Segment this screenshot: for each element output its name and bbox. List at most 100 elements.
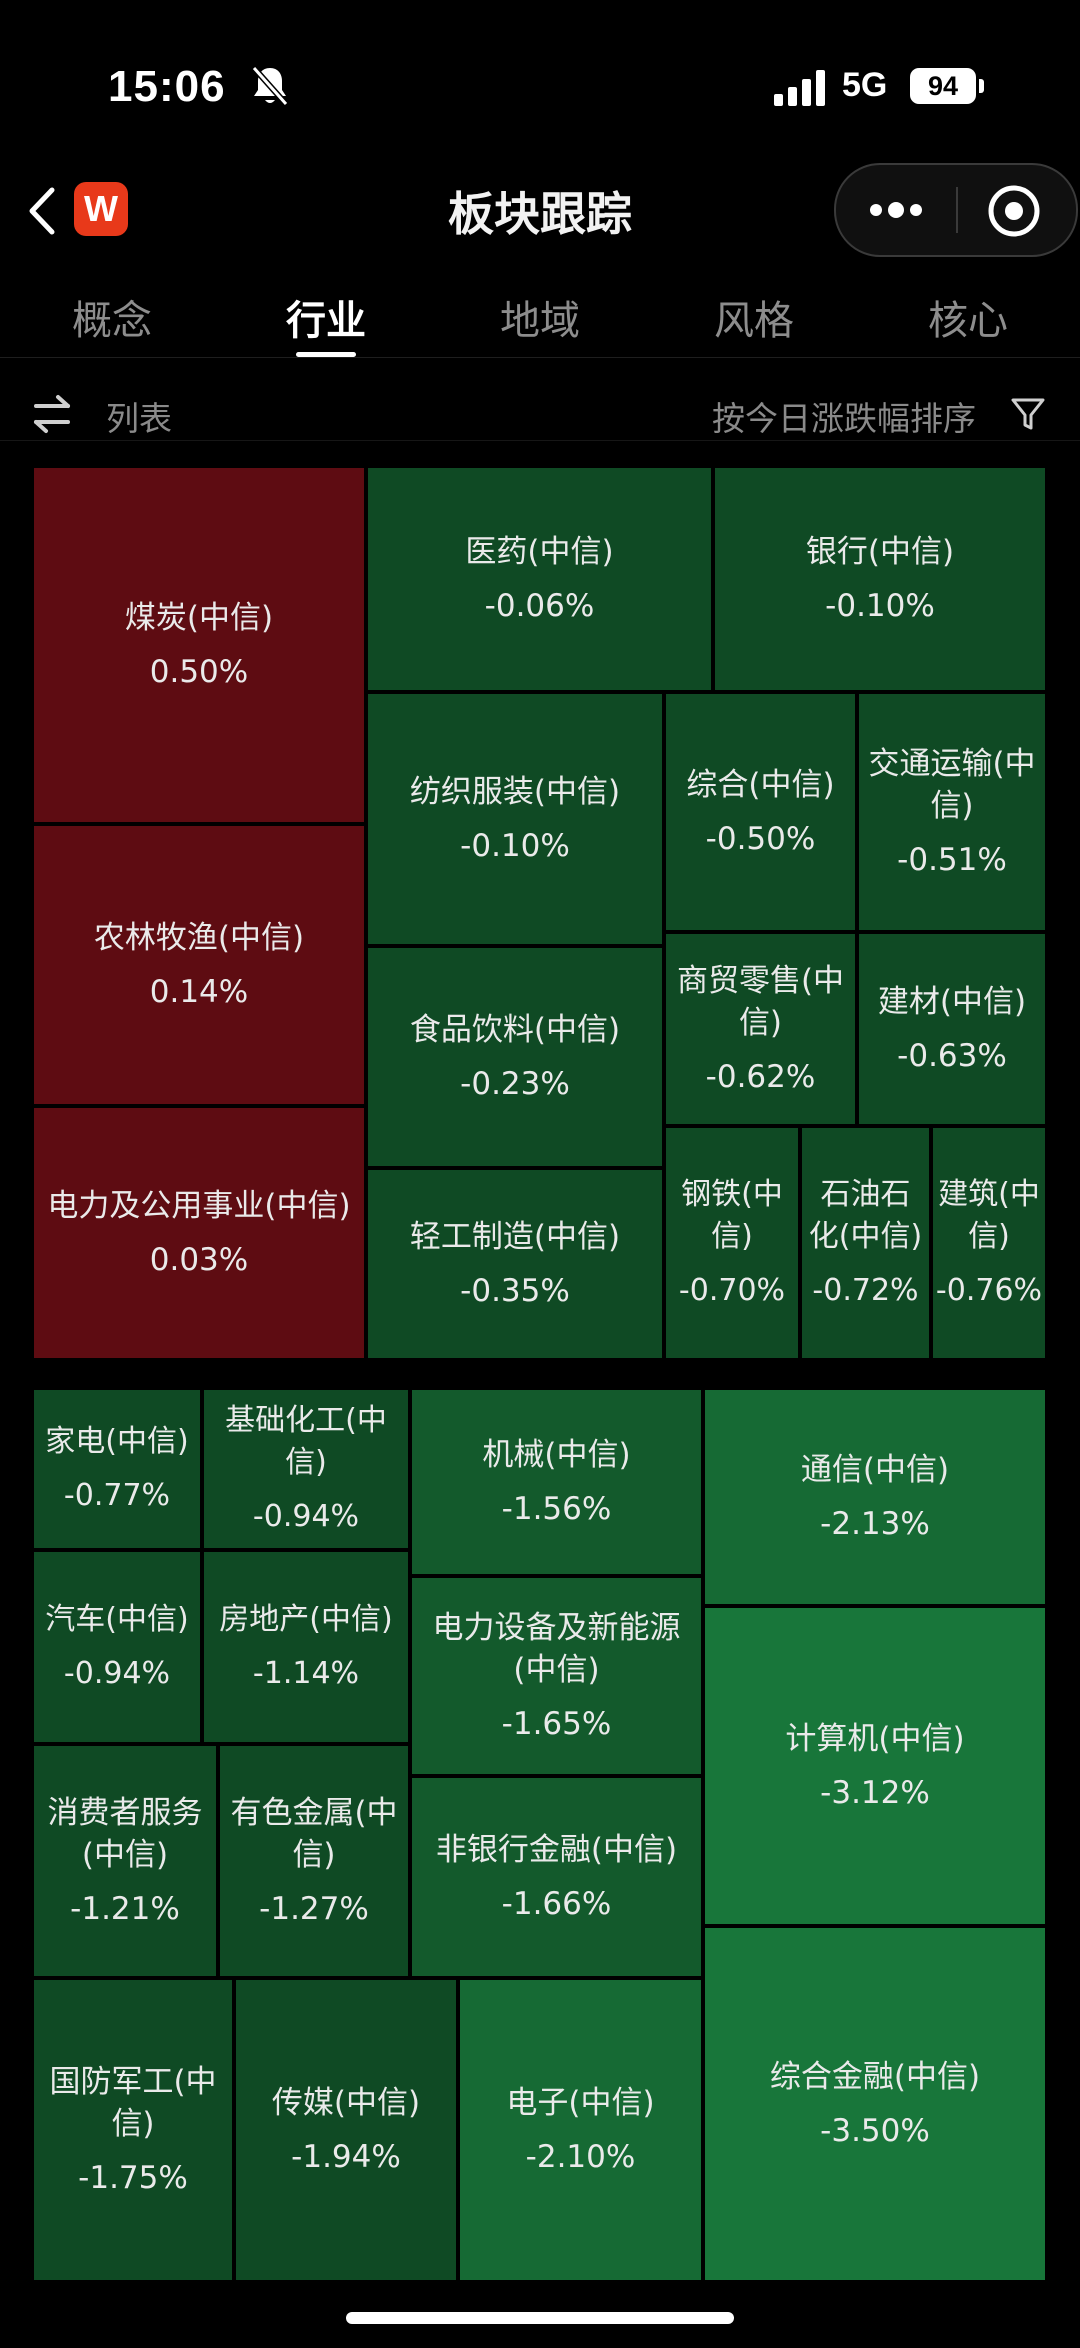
back-arrow-icon[interactable] <box>22 184 62 238</box>
sector-name: 家电(中信) <box>45 1424 189 1459</box>
sector-name: 纺织服装(中信) <box>409 774 621 810</box>
sector-tile[interactable]: 银行(中信) -0.10% <box>713 466 1047 692</box>
sector-tile[interactable]: 石油石化(中信) -0.72% <box>800 1126 931 1360</box>
sector-name: 有色金属(中信) <box>230 1795 398 1873</box>
sector-tile[interactable]: 基础化工(中信) -0.94% <box>202 1388 410 1550</box>
sector-tile[interactable]: 建筑(中信) -0.76% <box>931 1126 1047 1360</box>
sector-name: 轻工制造(中信) <box>409 1219 621 1255</box>
sector-tile[interactable]: 消费者服务(中信) -1.21% <box>32 1744 218 1978</box>
sector-change: -0.06% <box>484 588 595 624</box>
tab-concept[interactable]: 概念 <box>72 298 152 344</box>
sector-name: 房地产(中信) <box>219 1602 393 1637</box>
battery-tip <box>979 79 984 93</box>
sector-tile[interactable]: 房地产(中信) -1.14% <box>202 1550 410 1744</box>
sector-tile[interactable]: 非银行金融(中信) -1.66% <box>410 1776 703 1978</box>
sector-name: 交通运输(中信) <box>868 746 1036 824</box>
sector-name: 汽车(中信) <box>45 1602 189 1637</box>
sector-name: 建材(中信) <box>877 984 1027 1020</box>
sector-change: -0.50% <box>705 821 816 857</box>
sector-name: 医药(中信) <box>465 534 614 570</box>
sector-change: -1.21% <box>70 1891 180 1927</box>
toolbar-divider <box>0 440 1080 441</box>
sector-tile[interactable]: 农林牧渔(中信) 0.14% <box>32 824 366 1106</box>
tab-style[interactable]: 风格 <box>714 298 794 344</box>
sector-tile[interactable]: 煤炭(中信) 0.50% <box>32 466 366 824</box>
sector-change: -0.94% <box>252 1499 360 1534</box>
sector-name: 商贸零售(中信) <box>676 963 845 1041</box>
sector-tile[interactable]: 食品饮料(中信) -0.23% <box>366 946 664 1168</box>
sector-tile[interactable]: 电力设备及新能源(中信) -1.65% <box>410 1576 703 1776</box>
sector-name: 机械(中信) <box>482 1437 631 1473</box>
sector-tile[interactable]: 轻工制造(中信) -0.35% <box>366 1168 664 1360</box>
capsule-divider <box>956 187 958 233</box>
sector-tile[interactable]: 传媒(中信) -1.94% <box>234 1978 458 2282</box>
active-tab-indicator <box>296 352 356 357</box>
sector-name: 电子(中信) <box>506 2085 655 2121</box>
sector-change: -3.12% <box>820 1775 930 1811</box>
sector-change: -0.63% <box>897 1038 1007 1074</box>
sector-tile[interactable]: 汽车(中信) -0.94% <box>32 1550 202 1744</box>
sector-tile[interactable]: 建材(中信) -0.63% <box>857 932 1047 1126</box>
tab-core[interactable]: 核心 <box>928 298 1008 344</box>
sector-name: 消费者服务(中信) <box>47 1795 203 1873</box>
sector-tile[interactable]: 电子(中信) -2.10% <box>458 1978 703 2282</box>
sector-change: -0.77% <box>63 1478 171 1513</box>
sector-tile[interactable]: 医药(中信) -0.06% <box>366 466 713 692</box>
sector-name: 国防军工(中信) <box>49 2064 217 2142</box>
signal-icon <box>774 70 825 106</box>
sector-change: -0.10% <box>460 828 570 864</box>
sort-label[interactable]: 按今日涨跌幅排序 <box>712 399 976 438</box>
sector-change: -0.70% <box>678 1273 786 1308</box>
more-icon[interactable] <box>866 195 926 225</box>
app-logo: W <box>74 182 128 236</box>
sector-tile[interactable]: 通信(中信) -2.13% <box>703 1388 1047 1606</box>
sector-change: -0.76% <box>935 1273 1043 1308</box>
sector-name: 银行(中信) <box>805 534 955 570</box>
sector-tile[interactable]: 商贸零售(中信) -0.62% <box>664 932 857 1126</box>
page-title: 板块跟踪 <box>448 187 632 241</box>
tab-region[interactable]: 地域 <box>500 298 580 344</box>
sector-change: 0.14% <box>149 974 249 1010</box>
sector-tile[interactable]: 家电(中信) -0.77% <box>32 1388 202 1550</box>
sector-change: -1.94% <box>291 2139 401 2175</box>
sector-change: -1.14% <box>252 1656 360 1691</box>
sector-tile[interactable]: 电力及公用事业(中信) 0.03% <box>32 1106 366 1360</box>
sector-change: -0.94% <box>63 1656 171 1691</box>
sector-change: -2.10% <box>525 2139 636 2175</box>
sector-change: -3.50% <box>820 2113 930 2149</box>
sector-name: 电力设备及新能源(中信) <box>432 1610 681 1688</box>
sector-change: -1.75% <box>78 2160 188 2196</box>
sector-name: 农林牧渔(中信) <box>93 920 305 956</box>
sector-change: -0.51% <box>897 842 1007 878</box>
sector-change: -1.65% <box>501 1706 612 1742</box>
sector-name: 传媒(中信) <box>271 2085 421 2121</box>
sector-change: -0.23% <box>460 1066 570 1102</box>
sector-tile[interactable]: 交通运输(中信) -0.51% <box>857 692 1047 932</box>
sector-name: 建筑(中信) <box>938 1177 1040 1254</box>
sector-tile[interactable]: 机械(中信) -1.56% <box>410 1388 703 1576</box>
network-type: 5G <box>842 66 888 104</box>
sector-change: -0.35% <box>460 1273 570 1309</box>
sector-tile[interactable]: 综合(中信) -0.50% <box>664 692 857 932</box>
sector-change: -1.66% <box>501 1886 612 1922</box>
home-indicator[interactable] <box>346 2312 734 2324</box>
sector-change: 0.03% <box>149 1242 249 1278</box>
view-toggle-label[interactable]: 列表 <box>106 399 172 438</box>
sector-name: 食品饮料(中信) <box>409 1012 621 1048</box>
sector-tile[interactable]: 钢铁(中信) -0.70% <box>664 1126 800 1360</box>
sector-change: 0.50% <box>149 654 249 690</box>
tab-industry[interactable]: 行业 <box>286 298 366 344</box>
sector-tile[interactable]: 计算机(中信) -3.12% <box>703 1606 1047 1926</box>
sector-tile[interactable]: 国防军工(中信) -1.75% <box>32 1978 234 2282</box>
sector-tile[interactable]: 综合金融(中信) -3.50% <box>703 1926 1047 2282</box>
sector-change: -0.10% <box>825 588 935 624</box>
sector-name: 通信(中信) <box>800 1452 950 1488</box>
sector-tile[interactable]: 有色金属(中信) -1.27% <box>218 1744 410 1978</box>
sector-name: 计算机(中信) <box>785 1721 965 1757</box>
filter-icon[interactable] <box>1010 396 1046 432</box>
sector-change: -2.13% <box>820 1506 930 1542</box>
close-target-icon[interactable] <box>986 183 1042 239</box>
swap-view-icon[interactable] <box>32 392 72 436</box>
sector-name: 综合金融(中信) <box>769 2059 981 2095</box>
sector-tile[interactable]: 纺织服装(中信) -0.10% <box>366 692 664 946</box>
